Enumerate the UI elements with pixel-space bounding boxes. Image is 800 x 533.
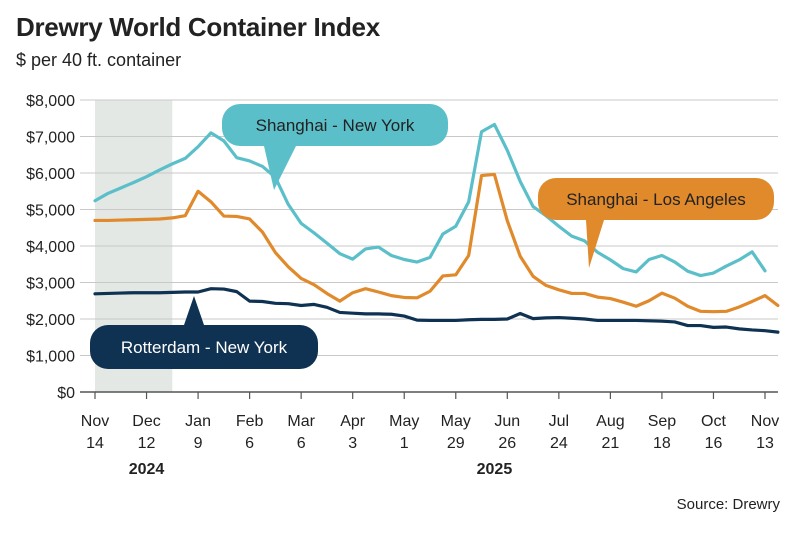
x-tick-day: 13 (756, 435, 774, 452)
y-tick-label: $6,000 (26, 166, 75, 183)
x-tick-month: Oct (701, 413, 726, 430)
x-tick-month: Mar (287, 413, 315, 430)
series-line (93, 172, 780, 314)
x-tick-month: Dec (132, 413, 160, 430)
y-tick-label: $8,000 (26, 93, 75, 110)
callout-label: Rotterdam - New York (121, 338, 288, 357)
y-tick-label: $0 (57, 385, 75, 402)
series-line (93, 287, 780, 334)
x-tick-day: 29 (447, 435, 465, 452)
x-tick-month: Jul (549, 413, 569, 430)
y-tick-label: $7,000 (26, 130, 75, 147)
chart-subtitle: $ per 40 ft. container (16, 50, 182, 70)
callout-box (538, 178, 774, 268)
y-tick-label: $1,000 (26, 349, 75, 366)
x-tick-month: Apr (340, 413, 366, 430)
year-label: 2024 (129, 461, 165, 478)
x-tick-month: Feb (236, 413, 264, 430)
x-tick-day: 26 (498, 435, 516, 452)
x-tick-month: Nov (751, 413, 779, 430)
y-axis-labels: $0 $1,000 $2,000 $3,000 $4,000 $5,000 $6,000 $7… (26, 93, 75, 402)
y-tick-label: $4,000 (26, 239, 75, 256)
x-tick-day: 14 (86, 435, 104, 452)
x-tick-day: 12 (138, 435, 156, 452)
callout-box (222, 104, 448, 190)
chart-title: Drewry World Container Index (16, 12, 380, 42)
series-line (93, 122, 767, 278)
x-tick-day: 24 (550, 435, 568, 452)
callout-label: Shanghai - Los Angeles (566, 190, 746, 209)
y-tick-label: $5,000 (26, 203, 75, 220)
x-tick-month: May (441, 413, 471, 430)
x-tick-month: Aug (596, 413, 624, 430)
x-axis-labels: Nov 14 Dec 12 Jan 9 Feb 6 Mar 6 Apr 3 May 1 May 29 Jun 26… (81, 392, 779, 478)
y-tick-label: $3,000 (26, 276, 75, 293)
x-tick-day: 16 (705, 435, 723, 452)
x-tick-month: Jun (494, 413, 520, 430)
callout-box (90, 296, 318, 369)
x-tick-day: 21 (601, 435, 619, 452)
x-tick-month: May (389, 413, 419, 430)
x-tick-month: Sep (648, 413, 677, 430)
series-callouts: Shanghai - New York Shanghai - Los Angele… (90, 104, 774, 369)
x-tick-day: 18 (653, 435, 671, 452)
x-tick-month: Jan (185, 413, 211, 430)
callout-label: Shanghai - New York (256, 116, 415, 135)
x-tick-day: 6 (245, 435, 254, 452)
year-label: 2025 (477, 461, 513, 478)
x-tick-day: 9 (194, 435, 203, 452)
x-tick-day: 1 (400, 435, 409, 452)
source-note: Source: Drewry (676, 496, 780, 513)
x-tick-month: Nov (81, 413, 109, 430)
y-tick-label: $2,000 (26, 312, 75, 329)
x-tick-day: 3 (348, 435, 357, 452)
x-tick-day: 6 (297, 435, 306, 452)
series-lines (93, 122, 780, 334)
